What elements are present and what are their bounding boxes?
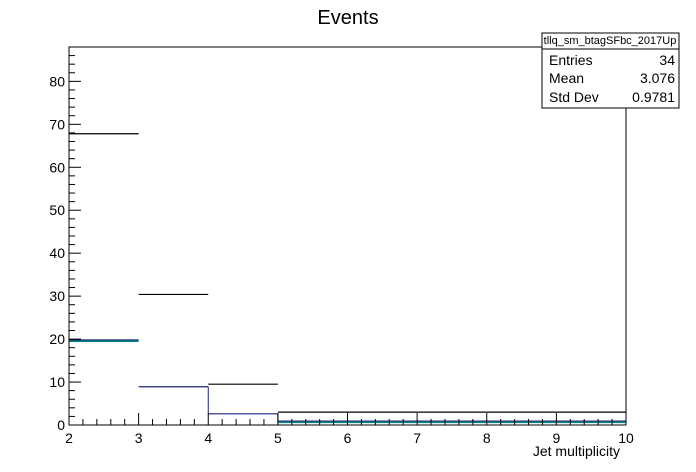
x-tick-label-8: 10 — [618, 430, 634, 446]
stats-mean-value: 3.076 — [640, 70, 675, 86]
chart-title: Events — [317, 7, 378, 29]
y-tick-label-2: 20 — [49, 331, 65, 347]
histogram-bars — [69, 133, 626, 424]
stats-stddev-label: Std Dev — [549, 89, 599, 105]
y-tick-label-0: 0 — [57, 417, 65, 433]
y-axis: 0 10 20 30 40 50 60 70 80 — [49, 46, 81, 433]
y-tick-label-1: 10 — [49, 374, 65, 390]
stats-mean-label: Mean — [549, 70, 584, 86]
x-axis: 2 3 4 5 6 7 8 9 10 — [65, 413, 634, 446]
y-tick-label-6: 60 — [49, 159, 65, 175]
x-tick-label-3: 5 — [274, 430, 282, 446]
x-tick-label-7: 9 — [552, 430, 560, 446]
y-tick-label-4: 40 — [49, 245, 65, 261]
stats-entries-label: Entries — [549, 52, 593, 68]
x-tick-label-1: 3 — [135, 430, 143, 446]
y-tick-label-7: 70 — [49, 116, 65, 132]
y-tick-label-8: 80 — [49, 73, 65, 89]
x-axis-label: Jet multiplicity — [533, 443, 620, 459]
x-tick-label-4: 6 — [344, 430, 352, 446]
stats-box-frame — [541, 32, 680, 109]
y-tick-label-3: 30 — [49, 288, 65, 304]
stats-entries-value: 34 — [659, 52, 675, 68]
y-tick-label-5: 50 — [49, 202, 65, 218]
x-tick-label-0: 2 — [65, 430, 73, 446]
stats-stddev-value: 0.9781 — [632, 89, 675, 105]
x-tick-label-5: 7 — [413, 430, 421, 446]
x-tick-label-2: 4 — [204, 430, 212, 446]
stats-box: tllq_sm_btagSFbc_2017Up Entries 34 Mean … — [541, 32, 680, 109]
x-tick-label-6: 8 — [483, 430, 491, 446]
stats-box-title: tllq_sm_btagSFbc_2017Up — [544, 35, 677, 47]
